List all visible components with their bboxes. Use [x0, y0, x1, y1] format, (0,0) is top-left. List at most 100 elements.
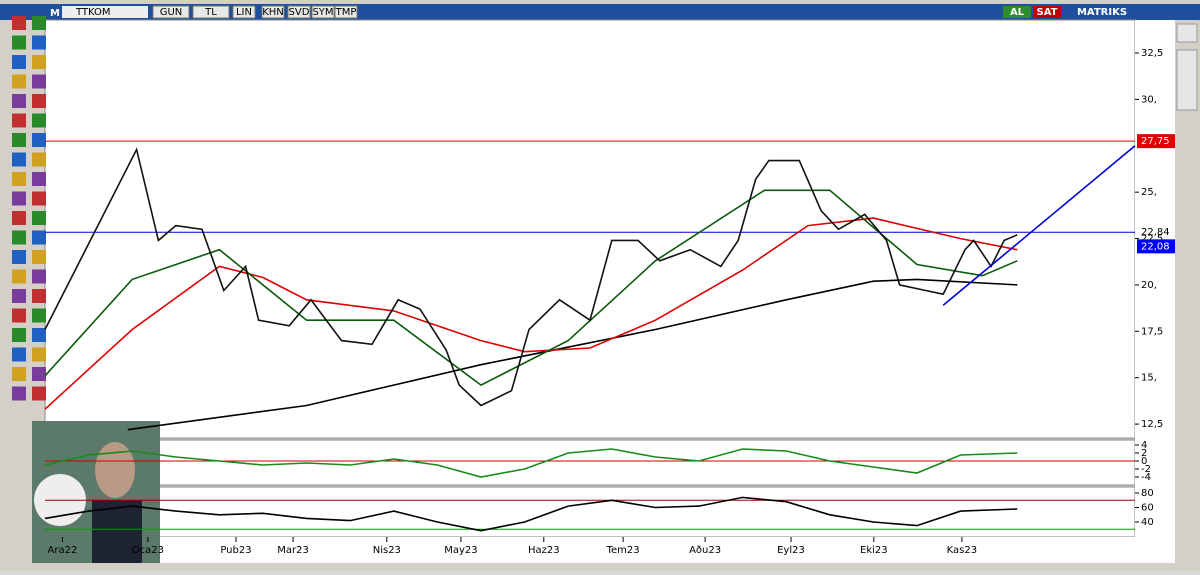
tool-icon[interactable] — [12, 269, 26, 284]
tool-icon[interactable] — [32, 55, 46, 69]
tool-icon[interactable] — [12, 328, 26, 342]
tool-icon[interactable] — [12, 113, 26, 128]
series-line — [44, 448, 1018, 478]
x-tick-label: Eki23 — [860, 545, 888, 556]
tool-icon[interactable] — [32, 152, 46, 167]
y-tick-label: 2 — [1141, 448, 1147, 459]
series-line — [127, 278, 1018, 431]
tool-icon[interactable] — [12, 367, 26, 381]
y-tick-label: 22,5 — [1141, 234, 1163, 245]
tool-icon[interactable] — [32, 250, 46, 264]
sell: SAT — [1037, 7, 1058, 18]
x-tick-label: May23 — [444, 545, 477, 556]
y-tick-label: 4 — [1141, 440, 1147, 451]
price-tag-box — [1137, 239, 1175, 254]
tool-icon[interactable] — [12, 250, 26, 264]
tool-icon[interactable] — [12, 74, 26, 89]
x-tick-label: Haz23 — [528, 545, 560, 556]
tool-icon[interactable] — [32, 172, 46, 186]
left-tools — [12, 16, 46, 401]
avatar-face — [95, 442, 135, 498]
tool-icon[interactable] — [32, 211, 46, 225]
price-panel — [44, 19, 1136, 439]
series-line — [44, 217, 1018, 410]
tool-icon[interactable] — [32, 74, 46, 89]
x-tick-label: Mar23 — [277, 545, 309, 556]
tool-icon[interactable] — [32, 191, 46, 206]
series-line — [942, 145, 1136, 306]
tool-icon[interactable] — [12, 308, 26, 323]
x-tick-label: Oca23 — [132, 545, 164, 556]
tool-icon[interactable] — [12, 94, 26, 108]
toolbar-button-label: GUN — [160, 7, 183, 18]
tool-icon[interactable] — [12, 35, 26, 50]
series-line — [44, 147, 1018, 407]
toolbar-button[interactable] — [311, 5, 335, 19]
toolbar-button-label: KHN — [262, 7, 284, 18]
date-axis — [45, 537, 1175, 563]
tool-icon[interactable] — [32, 328, 46, 342]
tool-icon[interactable] — [12, 211, 26, 225]
toolbar-button[interactable] — [287, 5, 311, 19]
tool-icon[interactable] — [32, 308, 46, 323]
buy-button[interactable] — [1003, 6, 1031, 18]
toolbar-button[interactable] — [261, 5, 285, 19]
tool-icon[interactable] — [12, 55, 26, 69]
tool-icon[interactable] — [12, 191, 26, 206]
x-tick-label: Ara22 — [48, 545, 78, 556]
tool-icon[interactable] — [12, 133, 26, 147]
x-tick-label: Nis23 — [373, 545, 401, 556]
oscillator-panel — [44, 439, 1136, 486]
tool-icon[interactable] — [32, 386, 46, 401]
tool-icon[interactable] — [12, 172, 26, 186]
toolbar-button[interactable] — [232, 5, 256, 19]
sell-button[interactable] — [1033, 6, 1061, 18]
tool-icon[interactable] — [12, 152, 26, 167]
price-label-box — [1137, 134, 1175, 149]
y-tick-label: 12,5 — [1141, 419, 1163, 430]
y-tick-label: 40 — [1141, 517, 1154, 528]
price-label: 22,84 — [1141, 227, 1170, 238]
y-tick-label: 25, — [1141, 187, 1157, 198]
brand: MATRIKS — [1077, 7, 1127, 18]
tool-icon[interactable] — [32, 16, 46, 30]
tool-icon[interactable] — [12, 347, 26, 362]
x-tick-label: Kas23 — [947, 545, 977, 556]
toolbar-button-label: TL — [204, 7, 217, 18]
side-button[interactable] — [1176, 23, 1198, 43]
y-tick-label: -4 — [1141, 472, 1151, 483]
toolbar-button-label: SVD — [289, 7, 310, 18]
tool-icon[interactable] — [12, 230, 26, 245]
x-tick-label: Aðu23 — [689, 545, 721, 556]
tool-icon[interactable] — [32, 133, 46, 147]
symbol-box[interactable] — [62, 6, 148, 18]
y-tick-label: 80 — [1141, 488, 1154, 499]
toolbar-button[interactable] — [192, 5, 230, 19]
tool-icon[interactable] — [32, 113, 46, 128]
toolbar-button-label: TMP — [335, 7, 357, 18]
tool-icon[interactable] — [32, 347, 46, 362]
y-tick-label: 20, — [1141, 280, 1157, 291]
buy: AL — [1010, 7, 1025, 18]
tool-icon[interactable] — [32, 230, 46, 245]
tool-icon[interactable] — [32, 367, 46, 381]
tool-icon[interactable] — [32, 289, 46, 303]
y-tick-label: 30, — [1141, 94, 1157, 105]
tool-icon[interactable] — [12, 289, 26, 303]
x-tick-label: Tem23 — [606, 545, 640, 556]
tool-icon[interactable] — [32, 269, 46, 284]
tool-icon[interactable] — [32, 94, 46, 108]
x-tick-label: Pub23 — [220, 545, 251, 556]
tool-icon[interactable] — [12, 16, 26, 30]
toolbar-button[interactable] — [334, 5, 358, 19]
tool-icon[interactable] — [12, 386, 26, 401]
toolbar-button[interactable] — [152, 5, 190, 19]
side-button[interactable] — [1176, 49, 1198, 111]
y-tick-label: 15, — [1141, 373, 1157, 384]
price-label: 27,75 — [1141, 136, 1170, 147]
tool-icon[interactable] — [32, 35, 46, 50]
logo: M — [50, 8, 60, 19]
y-tick-label: 32,5 — [1141, 48, 1163, 59]
value-axis — [1135, 20, 1175, 537]
